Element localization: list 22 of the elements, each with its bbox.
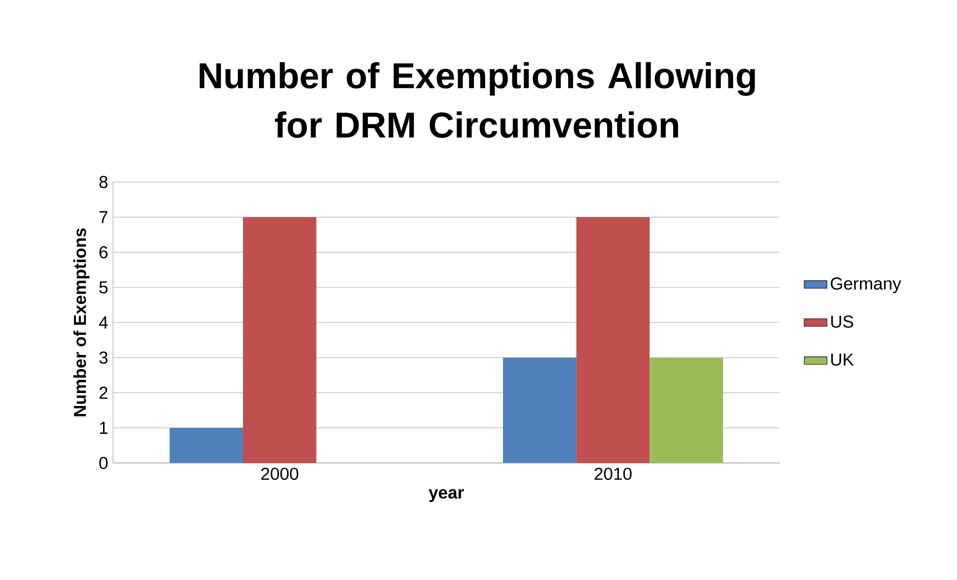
bar — [650, 358, 724, 463]
bar — [243, 217, 316, 463]
legend-label: UK — [831, 354, 854, 366]
y-tick-label: 5 — [99, 281, 108, 294]
y-tick-label: 0 — [99, 456, 108, 470]
y-tick-label: 7 — [100, 211, 108, 224]
legend-label: US — [831, 316, 854, 328]
bar — [170, 428, 244, 463]
y-tick-label: 2 — [100, 386, 108, 399]
legend-label: Germany — [830, 277, 902, 294]
x-tick-label: 2000 — [261, 468, 298, 480]
y-tick-label: 3 — [99, 351, 108, 364]
y-tick-label: 4 — [99, 316, 108, 328]
bar — [503, 358, 576, 463]
y-tick-label: 8 — [99, 176, 108, 188]
y-tick-label: 6 — [100, 246, 108, 258]
y-axis-title: Number of Exemptions — [73, 228, 90, 416]
x-axis-title: year — [428, 489, 464, 502]
bar — [576, 217, 650, 463]
x-tick-label: 2010 — [594, 468, 632, 480]
y-tick-label: 1 — [100, 422, 108, 434]
chart-title: Number of Exemptions Allowing for DRM Circumvention — [200, 62, 755, 138]
